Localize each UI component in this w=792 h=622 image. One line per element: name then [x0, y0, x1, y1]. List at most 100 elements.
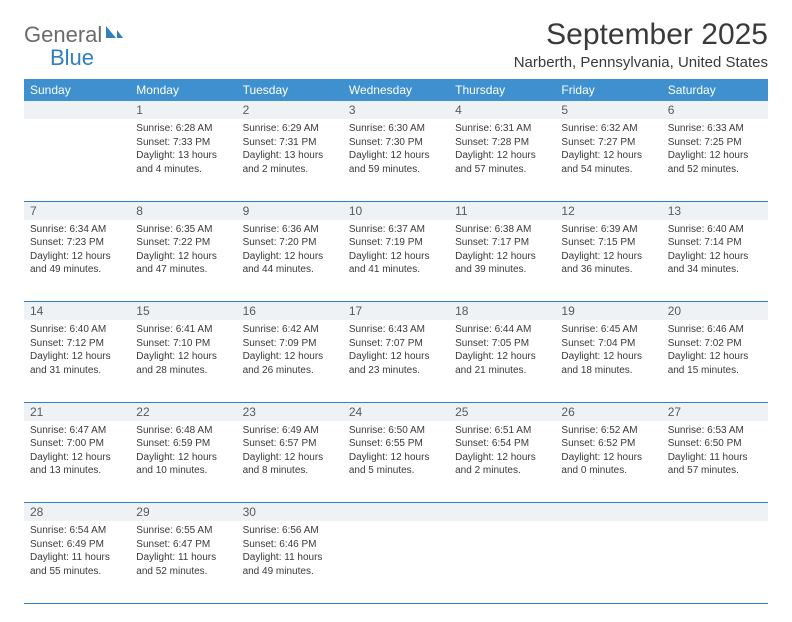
day-cell: Sunrise: 6:31 AMSunset: 7:28 PMDaylight:… — [449, 119, 555, 201]
day-cell: Sunrise: 6:44 AMSunset: 7:05 PMDaylight:… — [449, 320, 555, 402]
day2-text: and 15 minutes. — [668, 364, 762, 378]
day2-text: and 26 minutes. — [243, 364, 337, 378]
day2-text: and 8 minutes. — [243, 464, 337, 478]
day-info: Sunrise: 6:33 AMSunset: 7:25 PMDaylight:… — [668, 122, 762, 176]
day-cell: Sunrise: 6:47 AMSunset: 7:00 PMDaylight:… — [24, 421, 130, 503]
sunrise-text: Sunrise: 6:44 AM — [455, 323, 549, 337]
day-cell: Sunrise: 6:40 AMSunset: 7:12 PMDaylight:… — [24, 320, 130, 402]
date-number: 20 — [662, 302, 768, 321]
date-number: 21 — [24, 402, 130, 421]
day2-text: and 49 minutes. — [243, 565, 337, 579]
sunrise-text: Sunrise: 6:43 AM — [349, 323, 443, 337]
logo-text-gray: General — [24, 22, 102, 47]
sunset-text: Sunset: 7:23 PM — [30, 236, 124, 250]
day-cell: Sunrise: 6:40 AMSunset: 7:14 PMDaylight:… — [662, 220, 768, 302]
day2-text: and 52 minutes. — [668, 163, 762, 177]
day2-text: and 0 minutes. — [561, 464, 655, 478]
day-header-tue: Tuesday — [237, 79, 343, 101]
sunrise-text: Sunrise: 6:45 AM — [561, 323, 655, 337]
date-number-row: 14151617181920 — [24, 302, 768, 321]
sunset-text: Sunset: 6:59 PM — [136, 437, 230, 451]
date-number-row: 78910111213 — [24, 201, 768, 220]
day-info: Sunrise: 6:45 AMSunset: 7:04 PMDaylight:… — [561, 323, 655, 377]
week-info-row: Sunrise: 6:54 AMSunset: 6:49 PMDaylight:… — [24, 521, 768, 603]
day2-text: and 39 minutes. — [455, 263, 549, 277]
date-number: 13 — [662, 201, 768, 220]
date-number-row: 21222324252627 — [24, 402, 768, 421]
day-cell: Sunrise: 6:28 AMSunset: 7:33 PMDaylight:… — [130, 119, 236, 201]
day-cell: Sunrise: 6:54 AMSunset: 6:49 PMDaylight:… — [24, 521, 130, 603]
week-info-row: Sunrise: 6:47 AMSunset: 7:00 PMDaylight:… — [24, 421, 768, 503]
day2-text: and 34 minutes. — [668, 263, 762, 277]
day1-text: Daylight: 12 hours — [668, 149, 762, 163]
day-info: Sunrise: 6:40 AMSunset: 7:14 PMDaylight:… — [668, 223, 762, 277]
date-number — [662, 503, 768, 522]
day2-text: and 54 minutes. — [561, 163, 655, 177]
date-number: 2 — [237, 101, 343, 119]
day1-text: Daylight: 12 hours — [243, 350, 337, 364]
day-header-row: Sunday Monday Tuesday Wednesday Thursday… — [24, 79, 768, 101]
day-header-mon: Monday — [130, 79, 236, 101]
sunrise-text: Sunrise: 6:40 AM — [30, 323, 124, 337]
date-number: 1 — [130, 101, 236, 119]
sunset-text: Sunset: 6:54 PM — [455, 437, 549, 451]
logo: General Blue — [24, 18, 124, 70]
sunset-text: Sunset: 7:30 PM — [349, 136, 443, 150]
calendar-page: General Blue September 2025 Narberth, Pe… — [0, 0, 792, 622]
date-number: 15 — [130, 302, 236, 321]
sunset-text: Sunset: 6:49 PM — [30, 538, 124, 552]
sunrise-text: Sunrise: 6:37 AM — [349, 223, 443, 237]
day-info: Sunrise: 6:46 AMSunset: 7:02 PMDaylight:… — [668, 323, 762, 377]
day-header-fri: Friday — [555, 79, 661, 101]
day1-text: Daylight: 12 hours — [349, 250, 443, 264]
day1-text: Daylight: 12 hours — [561, 250, 655, 264]
date-number: 5 — [555, 101, 661, 119]
day-info: Sunrise: 6:47 AMSunset: 7:00 PMDaylight:… — [30, 424, 124, 478]
day-cell: Sunrise: 6:56 AMSunset: 6:46 PMDaylight:… — [237, 521, 343, 603]
day-info: Sunrise: 6:34 AMSunset: 7:23 PMDaylight:… — [30, 223, 124, 277]
date-number: 3 — [343, 101, 449, 119]
day2-text: and 57 minutes. — [668, 464, 762, 478]
sunset-text: Sunset: 7:12 PM — [30, 337, 124, 351]
day-info: Sunrise: 6:56 AMSunset: 6:46 PMDaylight:… — [243, 524, 337, 578]
day-cell: Sunrise: 6:33 AMSunset: 7:25 PMDaylight:… — [662, 119, 768, 201]
sunset-text: Sunset: 7:19 PM — [349, 236, 443, 250]
day1-text: Daylight: 12 hours — [349, 350, 443, 364]
date-number: 10 — [343, 201, 449, 220]
day2-text: and 2 minutes. — [455, 464, 549, 478]
title-block: September 2025 Narberth, Pennsylvania, U… — [514, 18, 768, 71]
day-cell: Sunrise: 6:51 AMSunset: 6:54 PMDaylight:… — [449, 421, 555, 503]
day-info: Sunrise: 6:29 AMSunset: 7:31 PMDaylight:… — [243, 122, 337, 176]
day1-text: Daylight: 11 hours — [243, 551, 337, 565]
sunset-text: Sunset: 7:22 PM — [136, 236, 230, 250]
day1-text: Daylight: 12 hours — [349, 451, 443, 465]
sunrise-text: Sunrise: 6:40 AM — [668, 223, 762, 237]
day-info: Sunrise: 6:42 AMSunset: 7:09 PMDaylight:… — [243, 323, 337, 377]
day-cell: Sunrise: 6:45 AMSunset: 7:04 PMDaylight:… — [555, 320, 661, 402]
sunrise-text: Sunrise: 6:38 AM — [455, 223, 549, 237]
day1-text: Daylight: 12 hours — [668, 350, 762, 364]
sunset-text: Sunset: 7:27 PM — [561, 136, 655, 150]
sunrise-text: Sunrise: 6:46 AM — [668, 323, 762, 337]
day2-text: and 47 minutes. — [136, 263, 230, 277]
day2-text: and 44 minutes. — [243, 263, 337, 277]
sunset-text: Sunset: 7:10 PM — [136, 337, 230, 351]
day-cell — [555, 521, 661, 603]
sunset-text: Sunset: 7:28 PM — [455, 136, 549, 150]
sunrise-text: Sunrise: 6:30 AM — [349, 122, 443, 136]
date-number: 28 — [24, 503, 130, 522]
sunrise-text: Sunrise: 6:39 AM — [561, 223, 655, 237]
day-info: Sunrise: 6:37 AMSunset: 7:19 PMDaylight:… — [349, 223, 443, 277]
day-cell: Sunrise: 6:41 AMSunset: 7:10 PMDaylight:… — [130, 320, 236, 402]
sunset-text: Sunset: 7:05 PM — [455, 337, 549, 351]
day-info: Sunrise: 6:36 AMSunset: 7:20 PMDaylight:… — [243, 223, 337, 277]
day-cell: Sunrise: 6:50 AMSunset: 6:55 PMDaylight:… — [343, 421, 449, 503]
day-cell: Sunrise: 6:46 AMSunset: 7:02 PMDaylight:… — [662, 320, 768, 402]
day2-text: and 41 minutes. — [349, 263, 443, 277]
date-number: 25 — [449, 402, 555, 421]
day-cell: Sunrise: 6:30 AMSunset: 7:30 PMDaylight:… — [343, 119, 449, 201]
day-cell: Sunrise: 6:39 AMSunset: 7:15 PMDaylight:… — [555, 220, 661, 302]
sunset-text: Sunset: 7:09 PM — [243, 337, 337, 351]
page-header: General Blue September 2025 Narberth, Pe… — [24, 18, 768, 71]
date-number: 22 — [130, 402, 236, 421]
